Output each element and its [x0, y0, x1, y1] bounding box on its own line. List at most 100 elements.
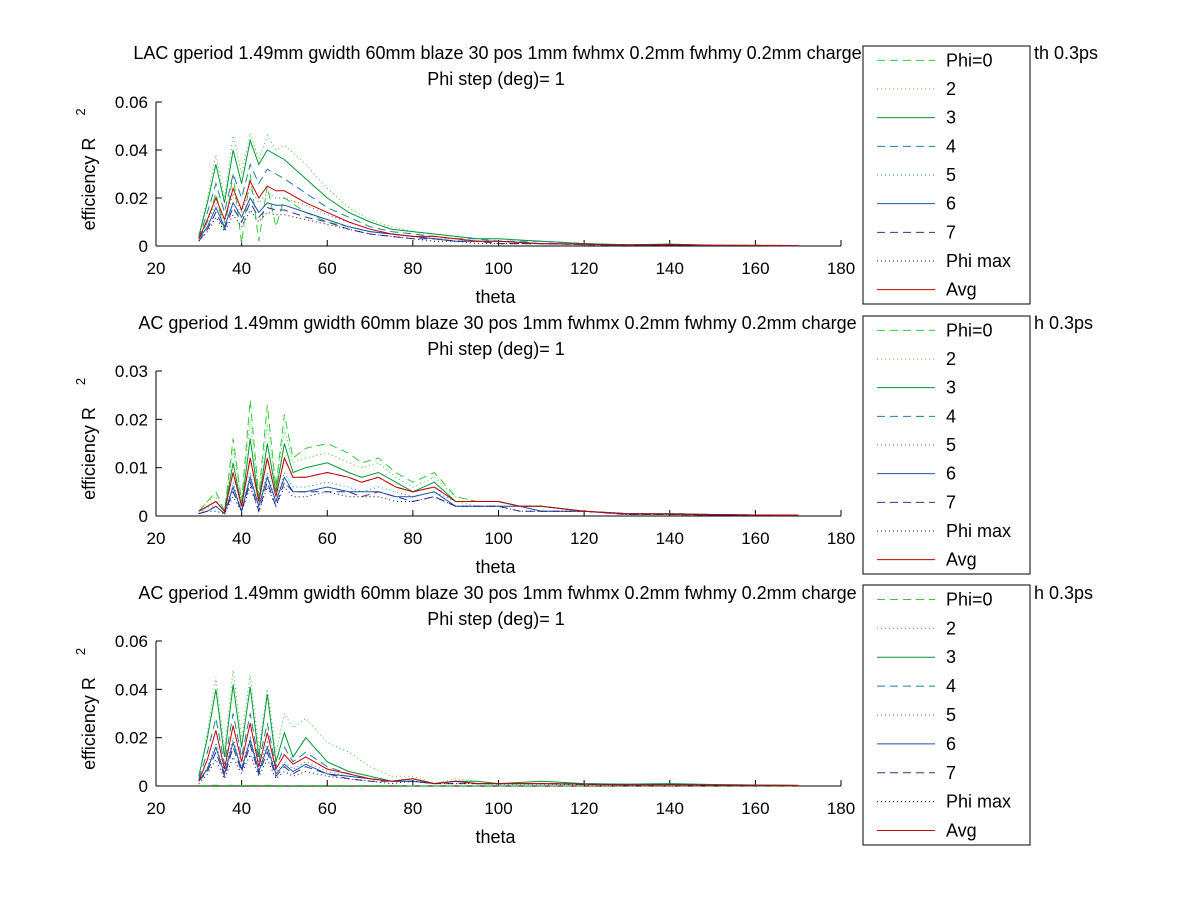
legend-label: 4 [946, 406, 956, 426]
x-tick-label: 160 [741, 259, 769, 278]
chart-subtitle: Phi step (deg)= 1 [427, 609, 565, 629]
x-tick-label: 80 [403, 259, 422, 278]
legend-label: 4 [946, 676, 956, 696]
legend-label: Phi=0 [946, 589, 993, 609]
legend-box [862, 315, 1031, 575]
x-axis-label: theta [475, 827, 516, 847]
x-tick-label: 100 [484, 259, 512, 278]
series-line-7 [198, 743, 799, 786]
x-tick-label: 100 [484, 799, 512, 818]
y-axis-label: efficiency R [79, 138, 99, 231]
x-tick-label: 180 [827, 799, 855, 818]
legend-label: Avg [946, 550, 977, 570]
x-tick-label: 100 [484, 529, 512, 548]
x-axis-label: theta [475, 287, 516, 307]
chart-panel-1: LAC gperiod 1.49mm gwidth 60mm blaze 30 … [73, 43, 1098, 307]
chart-panel-3: AC gperiod 1.49mm gwidth 60mm blaze 30 p… [73, 583, 1093, 847]
series-line-5 [198, 470, 799, 516]
x-tick-label: 120 [570, 259, 598, 278]
series-line-2 [198, 419, 799, 516]
x-tick-label: 40 [232, 259, 251, 278]
legend-label: Phi max [946, 521, 1011, 541]
legend-label: Phi max [946, 251, 1011, 271]
legend-label: 7 [946, 222, 956, 242]
legend: Phi=0 2 3 4 5 6 7 Phi max Avg [862, 315, 1031, 575]
series-line-1 [198, 784, 799, 787]
series-line-3 [198, 684, 799, 786]
chart-title: AC gperiod 1.49mm gwidth 60mm blaze 30 p… [138, 313, 881, 333]
y-tick-label: 0.03 [115, 362, 148, 381]
y-tick-label: 0.06 [115, 632, 148, 651]
chart-title-tail: h 0.3ps [1034, 583, 1093, 603]
x-tick-label: 40 [232, 799, 251, 818]
chart-title-tail: h 0.3ps [1034, 313, 1093, 333]
x-tick-label: 140 [656, 259, 684, 278]
legend-label: 2 [946, 349, 956, 369]
y-tick-label: 0 [139, 507, 148, 526]
y-tick-label: 0 [139, 777, 148, 796]
y-tick-label: 0.06 [115, 93, 148, 112]
x-tick-label: 180 [827, 529, 855, 548]
legend-label: 7 [946, 492, 956, 512]
chart-title-tail: th 0.3ps [1034, 43, 1098, 63]
legend-label: 5 [946, 165, 956, 185]
series-line-7 [198, 201, 799, 247]
series-line-4 [198, 713, 799, 786]
legend-label: 6 [946, 734, 956, 754]
y-tick-label: 0 [139, 237, 148, 256]
legend: Phi=0 2 3 4 5 6 7 Phi max Avg [862, 45, 1031, 305]
legend-label: Phi=0 [946, 50, 993, 70]
series-line-6 [198, 475, 799, 516]
legend-label: 5 [946, 705, 956, 725]
y-axis-label-superscript: 2 [73, 378, 88, 385]
series-line-5 [198, 187, 799, 246]
x-tick-label: 120 [570, 529, 598, 548]
series-line-9 [198, 723, 799, 786]
legend-label: 6 [946, 194, 956, 214]
legend-label: 7 [946, 763, 956, 783]
y-axis-label-superscript: 2 [73, 108, 88, 115]
legend-label: 5 [946, 435, 956, 455]
x-tick-label: 20 [147, 529, 166, 548]
legend-label: 2 [946, 618, 956, 638]
y-tick-label: 0.02 [115, 729, 148, 748]
x-tick-label: 80 [403, 529, 422, 548]
x-tick-label: 140 [656, 529, 684, 548]
legend-label: 6 [946, 464, 956, 484]
legend-label: Avg [946, 280, 977, 300]
x-tick-label: 160 [741, 799, 769, 818]
chart-title: AC gperiod 1.49mm gwidth 60mm blaze 30 p… [138, 583, 881, 603]
x-tick-label: 60 [318, 259, 337, 278]
x-tick-label: 60 [318, 799, 337, 818]
series-line-3 [198, 438, 799, 516]
series-line-1 [198, 173, 799, 247]
chart-subtitle: Phi step (deg)= 1 [427, 69, 565, 89]
legend-label: Phi=0 [946, 320, 993, 340]
y-tick-label: 0.04 [115, 141, 148, 160]
legend-label: Phi max [946, 792, 1011, 812]
x-tick-label: 20 [147, 799, 166, 818]
y-tick-label: 0.04 [115, 680, 148, 699]
legend: Phi=0 2 3 4 5 6 7 Phi max Avg [862, 584, 1031, 846]
x-tick-label: 140 [656, 799, 684, 818]
legend-label: 3 [946, 378, 956, 398]
x-tick-label: 160 [741, 529, 769, 548]
legend-label: 4 [946, 136, 956, 156]
x-tick-label: 120 [570, 799, 598, 818]
legend-box [862, 45, 1031, 305]
y-axis-label: efficiency R [79, 677, 99, 770]
y-tick-label: 0.02 [115, 410, 148, 429]
x-tick-label: 180 [827, 259, 855, 278]
chart-title: LAC gperiod 1.49mm gwidth 60mm blaze 30 … [133, 43, 886, 63]
series-line-9 [198, 456, 799, 516]
series-line-8 [198, 209, 799, 247]
x-axis-label: theta [475, 557, 516, 577]
x-tick-label: 20 [147, 259, 166, 278]
x-tick-label: 60 [318, 529, 337, 548]
legend-label: 3 [946, 647, 956, 667]
series-line-8 [198, 753, 799, 787]
y-tick-label: 0.01 [115, 459, 148, 478]
chart-panel-2: AC gperiod 1.49mm gwidth 60mm blaze 30 p… [73, 313, 1093, 577]
y-axis-label: efficiency R [79, 407, 99, 500]
